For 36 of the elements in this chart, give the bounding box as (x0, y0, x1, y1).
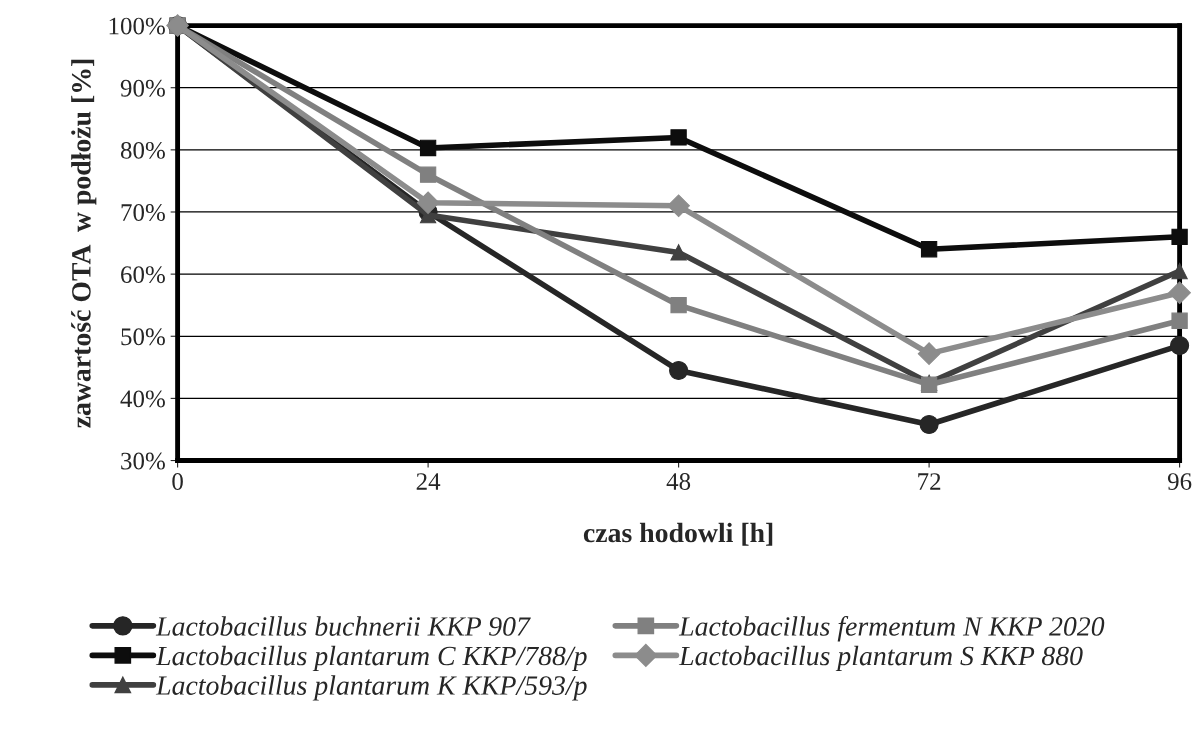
point (917, 342, 941, 365)
point (1170, 336, 1190, 356)
y-tick-label: 30% (121, 452, 165, 470)
x-tick-label: 96 (1167, 473, 1192, 490)
point (1171, 228, 1188, 245)
x-tick-label: 48 (666, 473, 691, 490)
point (667, 194, 690, 218)
legend-label: Lactobacillus plantarum C KKP/788/p (155, 645, 587, 672)
y-tick-label: 80% (120, 141, 165, 159)
point (669, 360, 689, 380)
x-tick-label: 0 (172, 473, 183, 490)
point (419, 139, 437, 157)
y-tick-label: 40% (120, 390, 165, 408)
legend-label: Lactobacillus plantarum K KKP/593/p (155, 675, 587, 701)
y-tick-label: 100% (109, 17, 165, 35)
legend-label: Lactobacillus buchnerii KKP 907 (155, 616, 531, 636)
point (1171, 262, 1188, 280)
x-tick-label: 24 (416, 473, 441, 490)
point (1171, 312, 1188, 329)
legend-label: Lactobacillus fermentum N KKP 2020 (678, 616, 1105, 642)
point (419, 166, 437, 183)
point (416, 191, 440, 214)
point (670, 129, 687, 146)
point (920, 241, 938, 258)
y-tick-label: 70% (121, 204, 165, 221)
y-tick-label: 90% (120, 79, 165, 97)
point (670, 244, 687, 261)
legend-label: Lactobacillus plantarum S KKP 880 (678, 645, 1083, 672)
y-tick-label: 50% (121, 328, 165, 346)
point (1168, 281, 1191, 305)
y-tick-label: 60% (121, 266, 165, 284)
point (670, 297, 687, 314)
point (919, 414, 939, 435)
x-tick-label: 72 (918, 473, 941, 490)
y-axis-title: zawartość OTA w podłożu [%] (71, 59, 97, 428)
x-axis-title: czas hodowli [h] (583, 522, 773, 546)
